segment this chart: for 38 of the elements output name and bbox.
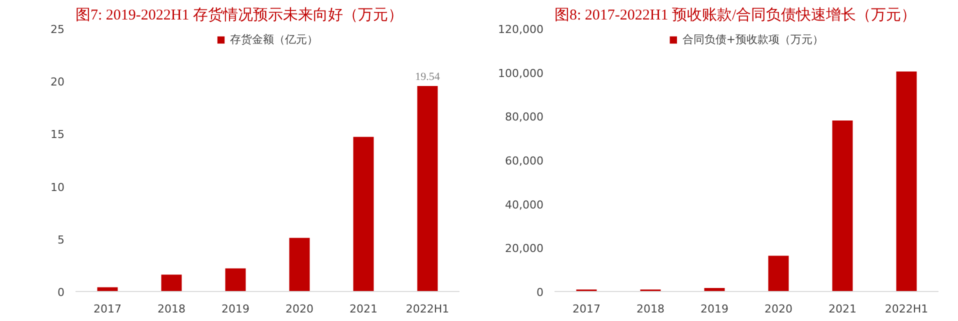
y-tick-label: 20 [50,76,65,89]
y-tick-label: 100,000 [498,66,544,80]
x-tick-label: 2020 [764,302,793,316]
y-tick-label: 25 [50,23,65,36]
y-tick-label: 5 [58,233,64,246]
x-tick-label: 2022H1 [406,302,450,316]
y-tick-label: 0 [58,286,64,299]
y-tick-label: 60,000 [505,154,544,168]
y-tick-label: 80,000 [505,110,544,124]
x-tick-label: 2022H1 [884,302,928,316]
y-tick-label: 40,000 [505,198,544,212]
bar [832,120,853,292]
x-tick-label: 2019 [700,302,729,316]
legend-label: 合同负债+预收款项（万元） [682,32,824,47]
x-tick-label: 2017 [94,302,122,316]
chart-title: 图8: 2017-2022H1 预收账款/合同负债快速增长（万元） [554,6,916,24]
x-tick-label: 2019 [222,302,250,316]
x-tick-label: 2020 [286,302,314,316]
bar [225,268,246,292]
x-tick-label: 2017 [572,302,601,316]
y-tick-label: 15 [50,128,65,142]
legend-label: 存货金额（亿元） [230,32,318,47]
bar [896,71,917,292]
y-tick-label: 10 [50,180,65,194]
data-label: 19.54 [415,70,440,83]
chart-title: 图7: 2019-2022H1 存货情况预示未来向好（万元） [76,6,403,24]
y-tick-label: 120,000 [498,23,544,36]
y-tick-label: 20,000 [505,242,544,256]
bar [768,256,789,292]
bar [353,136,374,292]
y-tick-label: 0 [536,286,544,299]
x-tick-label: 2018 [636,302,665,316]
bar [417,86,438,292]
x-tick-label: 2021 [350,302,378,316]
x-tick-label: 2018 [158,302,186,316]
bar [161,274,182,292]
bar [289,238,310,292]
x-tick-label: 2021 [828,302,857,316]
